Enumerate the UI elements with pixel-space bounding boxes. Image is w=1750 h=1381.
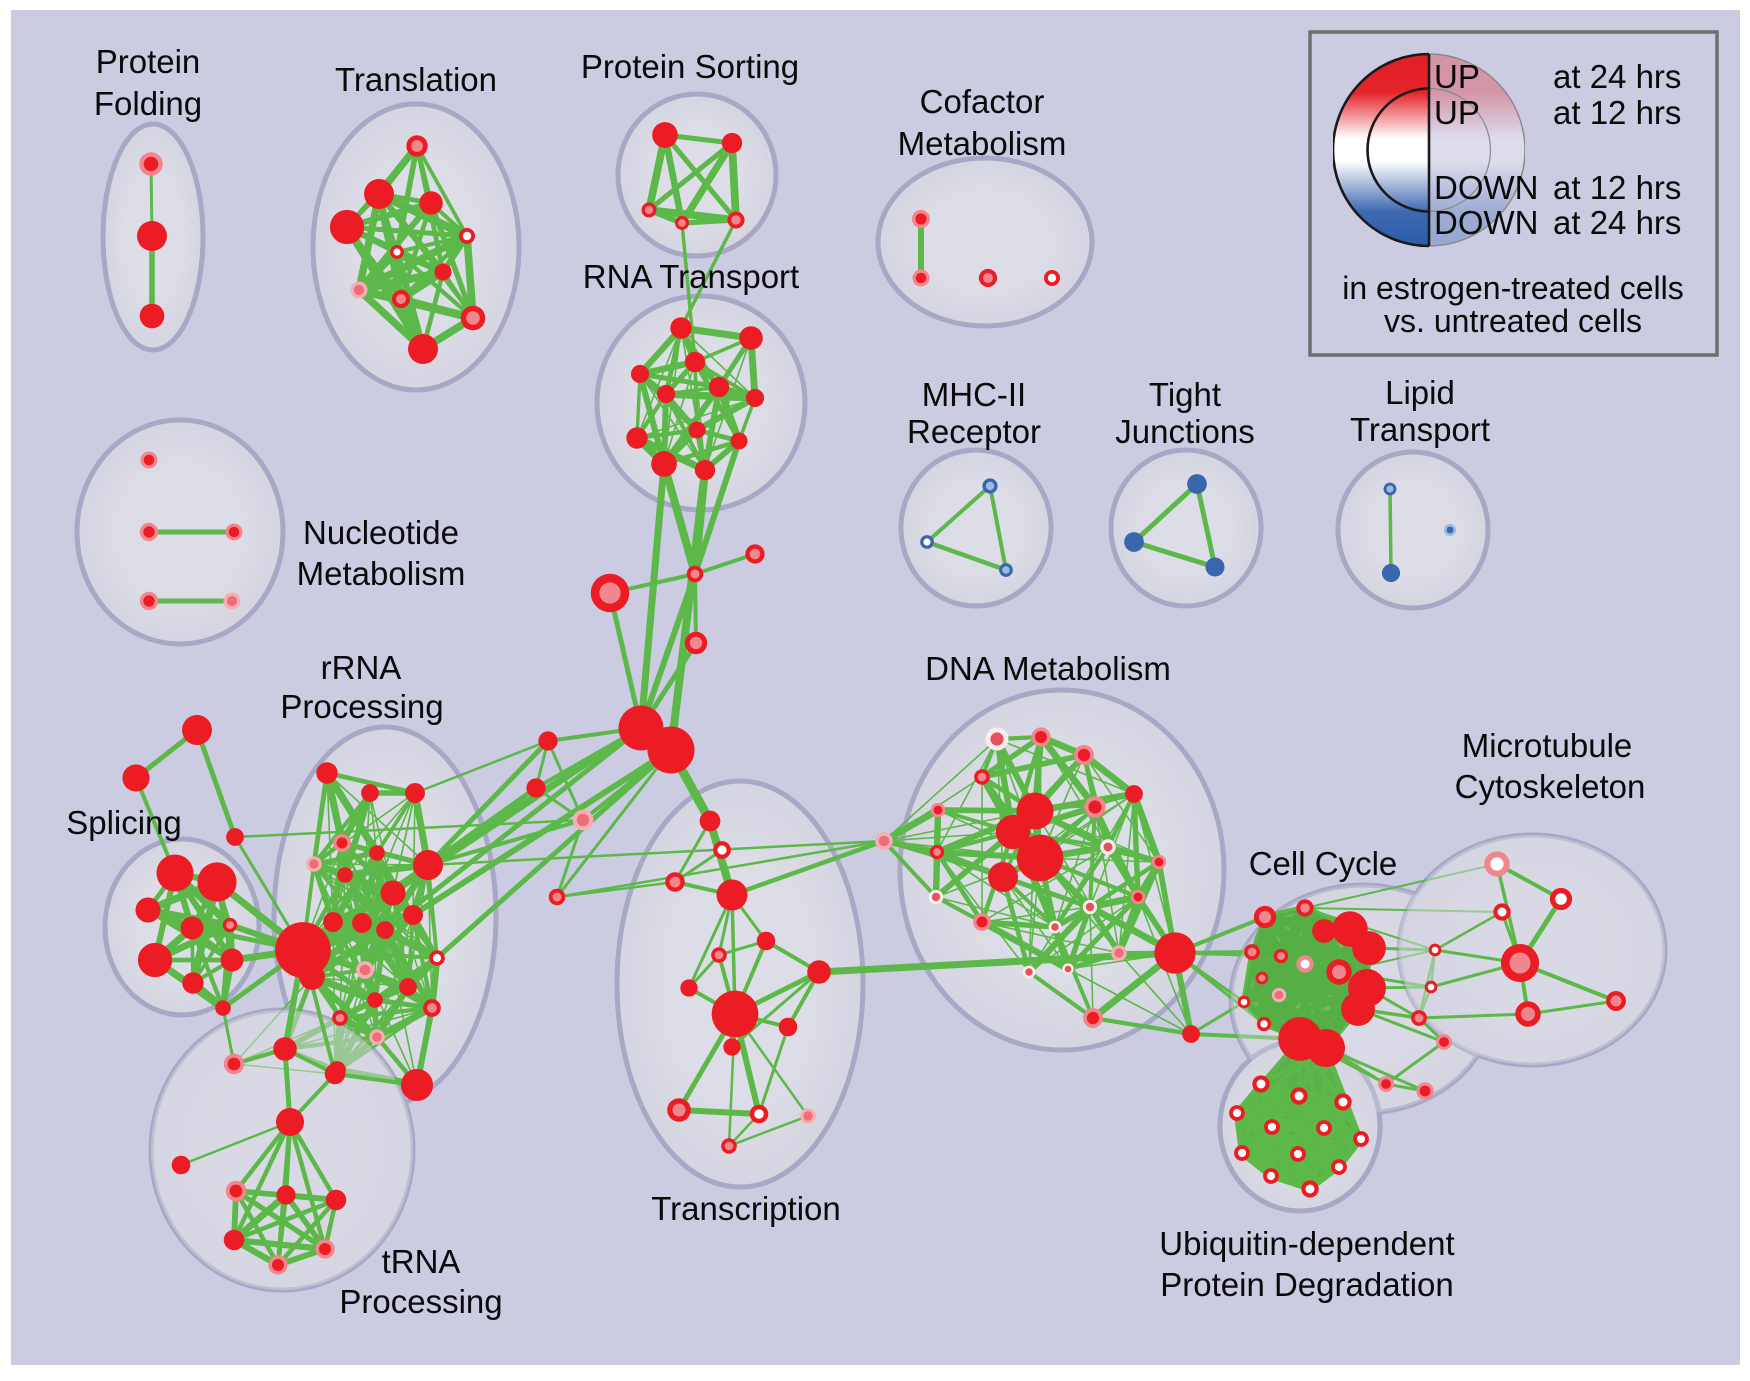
- svg-text:Metabolism: Metabolism: [898, 125, 1067, 162]
- svg-text:Cofactor: Cofactor: [920, 83, 1045, 120]
- svg-text:Folding: Folding: [94, 85, 202, 122]
- svg-text:at 12 hrs: at 12 hrs: [1553, 94, 1681, 131]
- svg-text:Processing: Processing: [339, 1283, 502, 1320]
- svg-text:DNA Metabolism: DNA Metabolism: [925, 650, 1171, 687]
- svg-text:at 12 hrs: at 12 hrs: [1553, 169, 1681, 206]
- svg-text:Transcription: Transcription: [651, 1190, 841, 1227]
- svg-text:Receptor: Receptor: [907, 413, 1041, 450]
- svg-text:at 24 hrs: at 24 hrs: [1553, 58, 1681, 95]
- svg-text:Protein Degradation: Protein Degradation: [1160, 1266, 1454, 1303]
- svg-text:Ubiquitin-dependent: Ubiquitin-dependent: [1159, 1225, 1454, 1262]
- svg-text:DOWN: DOWN: [1434, 169, 1538, 206]
- svg-text:Protein: Protein: [96, 43, 201, 80]
- svg-text:vs. untreated cells: vs. untreated cells: [1384, 303, 1642, 339]
- svg-text:Translation: Translation: [335, 61, 497, 98]
- svg-text:Lipid: Lipid: [1385, 374, 1455, 411]
- svg-text:Microtubule: Microtubule: [1462, 727, 1633, 764]
- svg-text:Metabolism: Metabolism: [297, 555, 466, 592]
- svg-text:DOWN: DOWN: [1434, 204, 1538, 241]
- svg-text:Cell Cycle: Cell Cycle: [1249, 845, 1398, 882]
- svg-text:UP: UP: [1434, 94, 1480, 131]
- svg-text:Protein Sorting: Protein Sorting: [581, 48, 799, 85]
- svg-text:Tight: Tight: [1149, 376, 1221, 413]
- svg-text:rRNA: rRNA: [321, 649, 402, 686]
- svg-text:Processing: Processing: [280, 688, 443, 725]
- svg-text:Transport: Transport: [1350, 411, 1490, 448]
- svg-text:in estrogen-treated cells: in estrogen-treated cells: [1342, 270, 1684, 306]
- svg-text:Cytoskeleton: Cytoskeleton: [1455, 768, 1646, 805]
- svg-text:tRNA: tRNA: [382, 1243, 461, 1280]
- svg-text:MHC-II: MHC-II: [922, 376, 1026, 413]
- svg-text:Junctions: Junctions: [1115, 413, 1254, 450]
- svg-text:Splicing: Splicing: [66, 804, 182, 841]
- svg-text:Nucleotide: Nucleotide: [303, 514, 459, 551]
- svg-text:UP: UP: [1434, 58, 1480, 95]
- svg-text:RNA Transport: RNA Transport: [583, 258, 799, 295]
- svg-text:at 24 hrs: at 24 hrs: [1553, 204, 1681, 241]
